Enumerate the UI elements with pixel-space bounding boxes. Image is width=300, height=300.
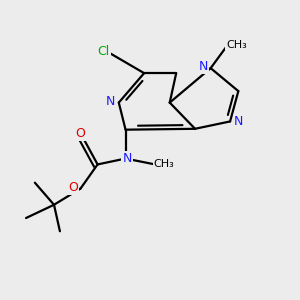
Text: N: N <box>199 60 208 73</box>
Text: N: N <box>122 152 132 165</box>
Text: CH₃: CH₃ <box>226 40 247 50</box>
Text: CH₃: CH₃ <box>154 159 174 170</box>
Text: Cl: Cl <box>98 45 110 58</box>
Text: N: N <box>234 115 243 128</box>
Text: O: O <box>76 127 85 140</box>
Text: N: N <box>106 94 115 108</box>
Text: O: O <box>68 181 78 194</box>
